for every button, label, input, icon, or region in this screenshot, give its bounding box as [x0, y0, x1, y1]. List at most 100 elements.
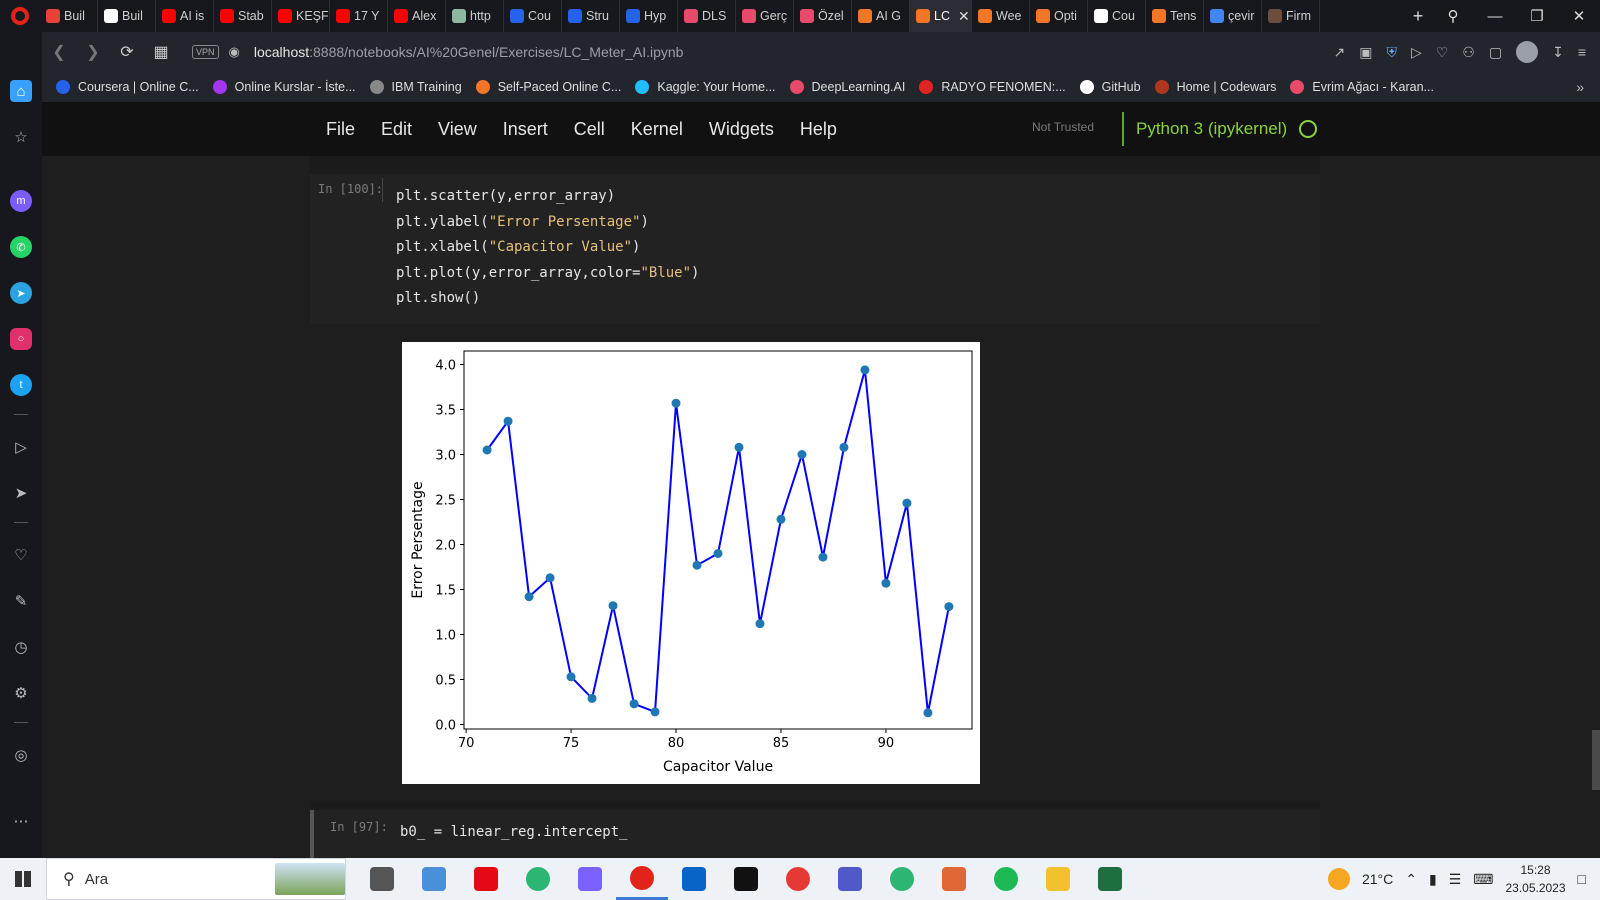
taskbar-app-notion[interactable] [720, 858, 772, 900]
battery-icon[interactable]: ▮ [1428, 870, 1437, 887]
browser-tab[interactable]: Özel [794, 0, 852, 32]
taskbar-app-file-manager-2[interactable] [408, 858, 460, 900]
taskbar-app-matlab[interactable] [928, 858, 980, 900]
cell-code[interactable]: plt.scatter(y,error_array) plt.ylabel("Er… [396, 184, 699, 312]
forward-icon[interactable]: ❯ [86, 44, 100, 61]
wifi-icon[interactable]: ☰ [1448, 870, 1462, 887]
browser-tab[interactable]: Stab [214, 0, 272, 32]
browser-tab[interactable]: Stru [562, 0, 620, 32]
edit-icon[interactable]: ✎ [14, 593, 28, 610]
url-field[interactable]: localhost:8888/notebooks/AI%20Genel/Exer… [254, 44, 684, 60]
site-info-icon[interactable]: ◉ [228, 44, 240, 59]
whatsapp-icon[interactable]: ✆ [10, 236, 32, 258]
taskbar-app-netflix[interactable] [460, 858, 512, 900]
bookmark-item[interactable]: Online Kurslar - İste... [212, 80, 356, 94]
minimize-button[interactable]: — [1487, 7, 1503, 25]
browser-tab[interactable]: Alex [388, 0, 446, 32]
bookmark-item[interactable]: RADYO FENOMEN:... [919, 80, 1066, 94]
taskbar-app-explorer[interactable] [1032, 858, 1084, 900]
send-page-icon[interactable]: ▷ [1410, 43, 1422, 60]
telegram-icon[interactable]: ➤ [10, 282, 32, 304]
taskbar-app-browser-2[interactable] [564, 858, 616, 900]
cell-code-2[interactable]: b0_ = linear_reg.intercept_ [400, 824, 628, 840]
downloads-icon[interactable]: ↧ [1552, 43, 1564, 60]
weather-icon[interactable] [1327, 868, 1350, 890]
menu-file[interactable]: File [326, 118, 356, 139]
camera-icon[interactable]: ▣ [1359, 43, 1373, 60]
browser-tab[interactable]: 17 Y [330, 0, 388, 32]
taskbar-app-task-view[interactable] [356, 858, 408, 900]
settings-gear-icon[interactable]: ⚙ [14, 685, 28, 702]
browser-tab[interactable]: Gerç [736, 0, 794, 32]
browser-tab[interactable]: Firm [1262, 0, 1320, 32]
taskbar-app-excel[interactable] [1084, 858, 1136, 900]
windows-start-icon[interactable] [0, 871, 46, 887]
browser-tab[interactable]: Opti [1030, 0, 1088, 32]
browser-tab[interactable]: Buil [40, 0, 98, 32]
browser-tab[interactable]: Cou [1088, 0, 1146, 32]
menu-view[interactable]: View [438, 118, 477, 139]
bookmarks-overflow-icon[interactable]: » [1576, 79, 1584, 95]
bookmark-item[interactable]: Kaggle: Your Home... [635, 80, 776, 94]
menu-insert[interactable]: Insert [502, 118, 548, 139]
taskbar-app-teams[interactable] [824, 858, 876, 900]
maximize-button[interactable]: ❐ [1530, 8, 1544, 25]
heart-icon[interactable]: ♡ [14, 547, 28, 564]
browser-tab[interactable]: Buil [98, 0, 156, 32]
close-tab-icon[interactable]: ✕ [957, 7, 970, 24]
menu-cell[interactable]: Cell [573, 118, 605, 139]
taskbar-search[interactable]: ⚲ Ara [46, 858, 346, 900]
taskbar-app-refresh-app-2[interactable] [876, 858, 928, 900]
tab-grid-icon[interactable]: ▦ [153, 44, 169, 61]
kernel-indicator[interactable]: Python 3 (ipykernel) [1122, 112, 1318, 146]
browser-tab[interactable]: Cou [504, 0, 562, 32]
opera-menu-icon[interactable] [0, 0, 40, 32]
taskbar-app-spotify[interactable] [980, 858, 1032, 900]
not-trusted-indicator[interactable]: Not Trusted [1032, 120, 1095, 134]
taskbar-app-tomato[interactable] [772, 858, 824, 900]
browser-tab[interactable]: Wee [972, 0, 1030, 32]
bookmark-heart-icon[interactable]: ♡ [1435, 43, 1449, 60]
close-window-button[interactable]: ✕ [1572, 8, 1586, 25]
messenger-icon[interactable]: m [10, 190, 32, 212]
browser-tab[interactable]: AI G [852, 0, 910, 32]
notifications-icon[interactable]: □ [1577, 871, 1586, 887]
bookmark-item[interactable]: Evrim Ağacı - Karan... [1290, 80, 1434, 94]
browser-tab[interactable]: DLS [678, 0, 736, 32]
browser-tab[interactable]: Tens [1146, 0, 1204, 32]
send-icon[interactable]: ➤ [14, 485, 28, 502]
share-icon[interactable]: ↗ [1333, 43, 1346, 60]
menu-help[interactable]: Help [799, 118, 837, 139]
adblock-shield-icon[interactable]: ⛨ [1386, 43, 1397, 60]
extensions-cube-icon[interactable]: ▢ [1488, 43, 1503, 60]
code-cell[interactable]: In [100]: plt.scatter(y,error_array) plt.… [310, 174, 1320, 324]
temperature[interactable]: 21°C [1361, 871, 1394, 887]
browser-tab[interactable]: KEŞF [272, 0, 330, 32]
speed-dial-icon[interactable]: ☆ [14, 129, 28, 146]
instagram-icon[interactable]: ○ [10, 328, 32, 350]
reload-icon[interactable]: ⟳ [120, 44, 134, 61]
taskbar-app-opera[interactable] [616, 858, 668, 900]
clock[interactable]: 15:28 23.05.2023 [1505, 861, 1565, 897]
taskbar-app-mail[interactable] [668, 858, 720, 900]
page-scrollbar[interactable] [1592, 730, 1600, 790]
browser-tab[interactable]: http [446, 0, 504, 32]
keyboard-icon[interactable]: ⌨ [1473, 870, 1494, 887]
vpn-badge[interactable]: VPN [192, 45, 219, 59]
history-icon[interactable]: ◷ [14, 639, 28, 656]
search-tabs-icon[interactable]: ⚲ [1447, 8, 1459, 25]
easy-setup-icon[interactable]: ⚇ [1462, 43, 1475, 60]
menu-edit[interactable]: Edit [381, 118, 413, 139]
menu-kernel[interactable]: Kernel [630, 118, 683, 139]
browser-tab[interactable]: Hyp [620, 0, 678, 32]
bookmark-item[interactable]: Coursera | Online C... [56, 80, 199, 94]
more-icon[interactable]: ⋯ [13, 813, 29, 830]
bookmark-item[interactable]: DeepLearning.AI [789, 80, 905, 94]
home-icon[interactable]: ⌂ [10, 80, 32, 102]
easy-setup-sliders-icon[interactable]: ≡ [1577, 44, 1586, 60]
bookmark-item[interactable]: Home | Codewars [1154, 80, 1276, 94]
taskbar-app-refresh-app[interactable] [512, 858, 564, 900]
bookmark-item[interactable]: Self-Paced Online C... [475, 80, 621, 94]
browser-tab[interactable]: AI is [156, 0, 214, 32]
profile-avatar[interactable] [1516, 41, 1539, 63]
